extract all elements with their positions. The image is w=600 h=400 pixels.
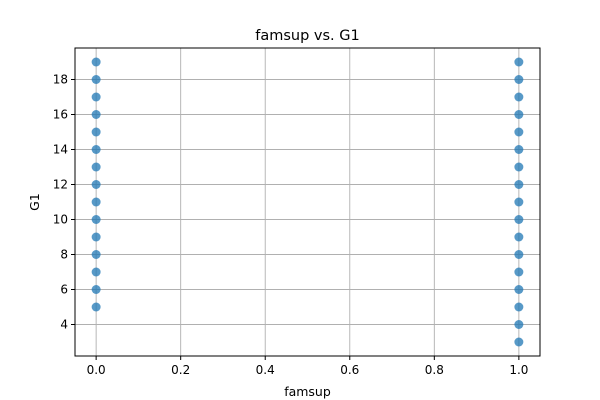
data-point	[91, 232, 101, 242]
x-tick-label: 0.2	[171, 363, 190, 377]
data-point	[514, 285, 524, 294]
data-point	[91, 145, 101, 154]
x-tick-label: 1.0	[509, 363, 528, 377]
data-point	[514, 337, 524, 347]
data-point	[91, 75, 101, 84]
data-point	[91, 197, 101, 207]
grid-layer	[75, 48, 540, 356]
data-point	[91, 250, 101, 259]
data-point	[514, 75, 524, 84]
data-point	[514, 180, 524, 189]
data-point	[514, 145, 524, 154]
y-tick-label: 16	[53, 108, 68, 122]
data-point	[91, 267, 101, 277]
y-tick-label: 8	[60, 248, 68, 262]
data-point	[514, 232, 524, 242]
data-point	[91, 215, 101, 224]
data-point	[91, 57, 101, 67]
x-axis-label: famsup	[284, 384, 331, 399]
y-axis-label: G1	[27, 193, 42, 211]
data-point	[514, 197, 524, 207]
y-tick-label: 6	[60, 283, 68, 297]
y-tick-label: 18	[53, 73, 68, 87]
plot-area-frame	[74, 47, 541, 357]
data-point	[514, 110, 524, 119]
data-point	[91, 110, 101, 119]
y-tick-label: 10	[53, 213, 68, 227]
x-tick-label: 0.0	[87, 363, 106, 377]
ticks-layer: 0.0 0.2 0.4 0.6 0.8 1.0 4 6 8 10 12 14 16 18	[53, 73, 529, 378]
data-point	[514, 320, 524, 329]
x-tick-label: 0.4	[256, 363, 275, 377]
points-layer	[91, 57, 524, 347]
data-point	[91, 180, 101, 189]
data-point	[514, 215, 524, 224]
data-point	[514, 92, 524, 102]
y-tick-label: 14	[53, 143, 68, 157]
chart-title: famsup vs. G1	[255, 28, 360, 44]
data-point	[514, 127, 524, 137]
data-point	[91, 162, 101, 172]
y-tick-label: 4	[60, 318, 68, 332]
data-point	[91, 92, 101, 102]
x-tick-label: 0.8	[425, 363, 444, 377]
data-point	[91, 302, 101, 312]
y-tick-label: 12	[53, 178, 68, 192]
data-point	[91, 285, 101, 294]
data-point	[514, 57, 524, 67]
data-point	[514, 302, 524, 312]
data-point	[514, 162, 524, 172]
x-tick-label: 0.6	[340, 363, 359, 377]
data-point	[514, 250, 524, 259]
data-point	[91, 127, 101, 137]
data-point	[514, 267, 524, 277]
